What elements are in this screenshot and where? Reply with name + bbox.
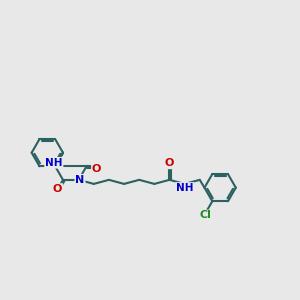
Text: N: N	[75, 175, 85, 185]
Text: O: O	[53, 184, 62, 194]
Text: NH: NH	[176, 183, 194, 193]
Text: O: O	[92, 164, 101, 174]
Text: NH: NH	[45, 158, 63, 168]
Text: Cl: Cl	[200, 211, 212, 220]
Text: O: O	[165, 158, 174, 168]
